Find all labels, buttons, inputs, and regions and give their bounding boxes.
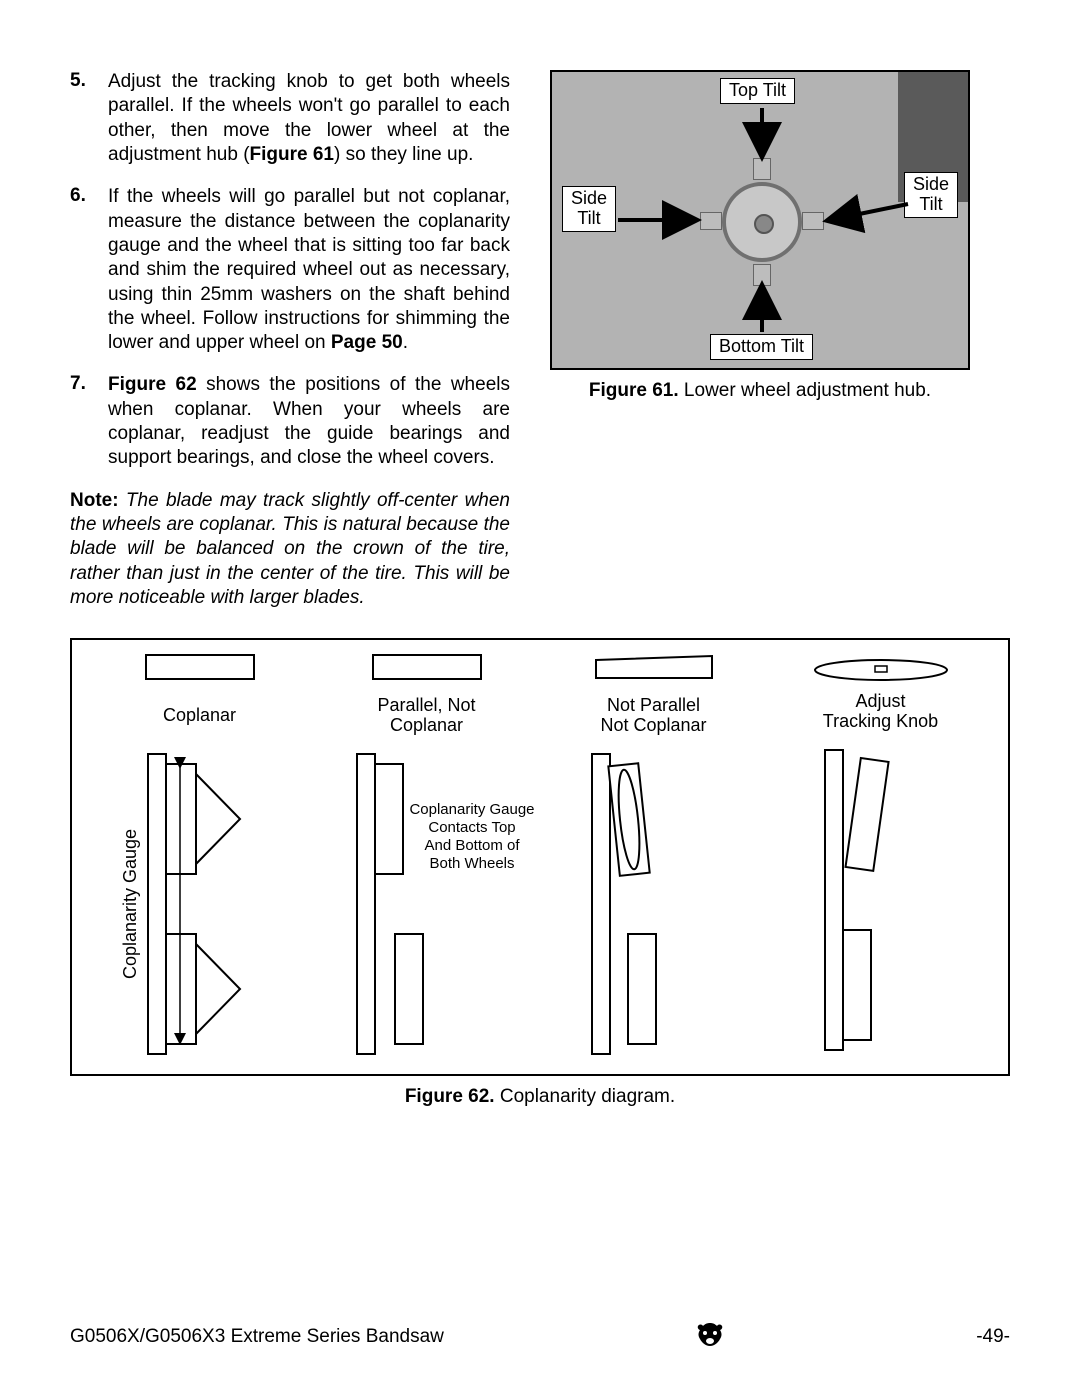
fig62-cell-parallel-not-coplanar: Parallel, Not Coplanar Coplanarity Gauge… [317, 654, 537, 1064]
bear-logo-icon [692, 1317, 728, 1357]
slanted-box-icon [594, 654, 714, 680]
figure-61-photo: Top Tilt Bottom Tilt Side Tilt Side Tilt [550, 70, 970, 370]
step-6: 6. If the wheels will go parallel but no… [70, 185, 510, 355]
fig62-cell-not-parallel: Not Parallel Not Coplanar [544, 654, 764, 1064]
parallel-not-coplanar-diagram: Coplanarity Gauge Contacts Top And Botto… [317, 744, 537, 1064]
note-label: Note: [70, 490, 119, 511]
instruction-text: 5. Adjust the tracking knob to get both … [70, 70, 510, 610]
footer-right: -49- [976, 1326, 1010, 1348]
step-body: Figure 62 shows the positions of the whe… [108, 373, 510, 470]
adjust-knob-diagram [771, 740, 991, 1060]
figure-62-caption: Figure 62. Coplanarity diagram. [70, 1086, 1010, 1108]
step-number: 6. [70, 185, 108, 355]
step-body: Adjust the tracking knob to get both whe… [108, 70, 510, 167]
note-text: The blade may track slightly off-center … [70, 490, 510, 608]
step-body: If the wheels will go parallel but not c… [108, 185, 510, 355]
arrows-icon [552, 72, 970, 370]
svg-text:Both Wheels: Both Wheels [429, 855, 514, 872]
figure-62-box: Coplanar [70, 638, 1010, 1076]
fig62-cell-coplanar: Coplanar [90, 654, 310, 1064]
step-number: 7. [70, 373, 108, 470]
step-5: 5. Adjust the tracking knob to get both … [70, 70, 510, 167]
step-number: 5. [70, 70, 108, 167]
page-footer: G0506X/G0506X3 Extreme Series Bandsaw -4… [70, 1317, 1010, 1357]
svg-text:Contacts Top: Contacts Top [428, 819, 515, 836]
coplanar-diagram: Coplanarity Gauge [90, 744, 310, 1064]
knob-top-icon [811, 654, 951, 682]
gauge-label: Coplanarity Gauge [120, 829, 140, 979]
fig62-cell-adjust-knob: Adjust Tracking Knob [771, 654, 991, 1064]
svg-text:Coplanarity Gauge: Coplanarity Gauge [409, 801, 534, 818]
note-block: Note: The blade may track slightly off-c… [70, 489, 510, 611]
step-7: 7. Figure 62 shows the positions of the … [70, 373, 510, 470]
footer-left: G0506X/G0506X3 Extreme Series Bandsaw [70, 1326, 444, 1348]
figure-61-caption: Figure 61. Lower wheel adjustment hub. [550, 380, 970, 402]
figure-61-column: Top Tilt Bottom Tilt Side Tilt Side Tilt [550, 70, 970, 610]
svg-text:And Bottom of: And Bottom of [424, 837, 520, 854]
not-parallel-diagram [544, 744, 764, 1064]
